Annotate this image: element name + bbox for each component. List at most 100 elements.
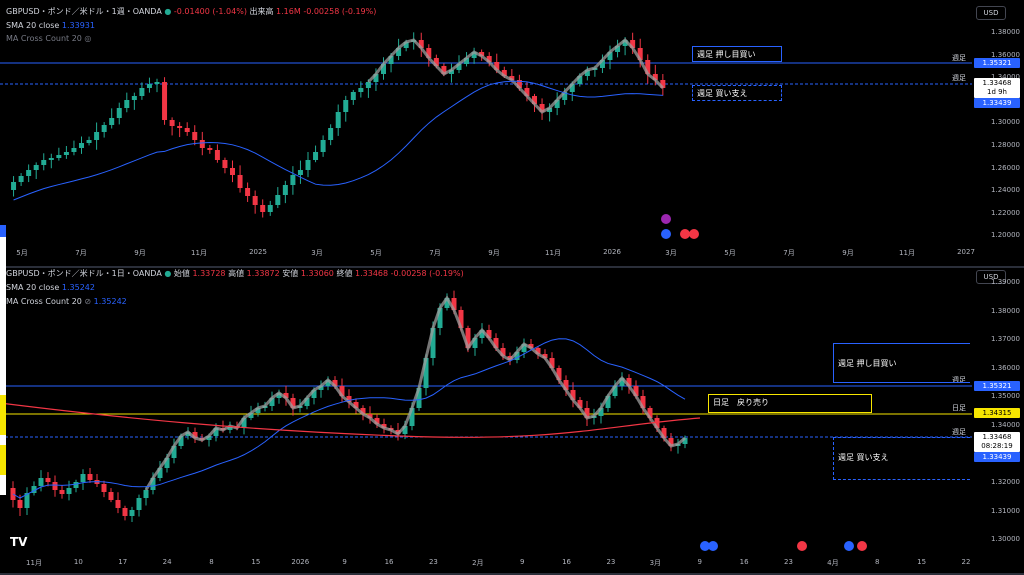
highlight-tool-icon[interactable] [0,395,6,435]
tradingview-logo[interactable]: TV [10,535,28,549]
candle-body [358,88,364,92]
candle-body [94,132,100,140]
candle-body [612,386,618,396]
time-tick-label: 24 [162,558,172,566]
daily-symbol-title[interactable]: GBPUSD・ポンド／米ドル・1日・OANDA [6,269,162,278]
candle-body [146,84,152,88]
time-tick-label: 11月 [899,249,915,257]
lightning-event-icon[interactable] [661,214,671,224]
candle-body [524,88,530,96]
us-flag-icon[interactable] [844,541,854,551]
candle-body [682,438,688,444]
daily-sell-zone[interactable]: 日足 戻り売り [708,394,872,413]
candle-body [374,418,380,424]
daily-sma-legend[interactable]: SMA 20 close 1.35242 [6,282,95,293]
candle-body [79,143,84,148]
candle-body [367,414,373,418]
weekly-ma-cross-legend[interactable]: MA Cross Count 20 ◎ [6,33,91,44]
candle-body [275,195,281,205]
candle-body [313,152,319,160]
candle-body [451,298,457,310]
daily-buy-zone[interactable]: 週足 押し目買い [833,343,970,383]
candle-body [605,396,611,408]
candle-body [652,74,658,80]
daily-chart-canvas[interactable] [0,268,972,558]
candle-body [154,82,160,84]
candle-body [164,458,170,468]
time-tick-label: 3月 [649,559,662,567]
candle-body [381,424,387,428]
candle-body [426,48,432,58]
hidden-icon[interactable]: ⊘ [84,297,92,306]
candle-body [269,398,275,406]
marker-tool-icon[interactable] [0,445,6,475]
price-tick-label: 1.24000 [991,186,1020,195]
candle-body [501,70,507,76]
price-tick-label: 1.20000 [991,231,1020,240]
time-tick-label: 15 [917,558,927,566]
weekly-buy-zone[interactable]: 週足 押し目買い [692,46,782,62]
daily-currency-button[interactable]: USD [976,270,1006,284]
weekly-chart-canvas[interactable] [0,0,972,250]
candle-body [143,490,149,498]
weekly-sma-value: 1.33931 [61,21,95,30]
candle-body [318,386,324,390]
candle-body [38,478,44,486]
weekly-symbol-title[interactable]: GBPUSD・ポンド／米ドル・1週・OANDA [6,7,162,16]
price-tick-label: 1.32000 [991,478,1020,487]
us-flag-icon[interactable] [708,541,718,551]
weekly-sma-legend[interactable]: SMA 20 close 1.33931 [6,20,95,31]
uk-flag-icon[interactable] [689,229,699,239]
candle-body [335,112,341,128]
candle-body [403,42,409,48]
time-tick-label: 7月 [429,249,441,257]
weekly-support-zone[interactable]: 週足 買い支え [692,85,782,101]
candle-body [11,182,17,190]
candle-body [584,408,590,418]
time-tick-label: 23 [784,558,793,566]
daily-high-label: 高値 [228,269,245,278]
candle-body [214,150,220,160]
weekly-upper-tag-label: 週足 [952,54,966,62]
daily-chart-pane[interactable]: GBPUSD・ポンド／米ドル・1日・OANDA ● 始値 1.33728 高値 … [0,268,1024,575]
daily-sma-value: 1.35242 [61,283,95,292]
candle-body [222,160,228,168]
fib-tool-icon[interactable] [0,280,6,292]
us-flag-icon[interactable] [661,229,671,239]
weekly-current-price-tag: 1.33468 1d 9h [974,78,1020,98]
time-tick-label: 9 [342,558,347,566]
uk-flag-icon[interactable] [680,229,690,239]
price-tick-label: 1.34000 [991,73,1020,81]
weekly-time-axis[interactable]: 5月 7月 9月 11月 2025 3月 5月 7月 9月 11月 2026 3月 5月 7月 9月 11月 2… [0,248,975,262]
price-tick-label: 1.36000 [991,50,1020,59]
candle-body [245,188,251,196]
daily-ma-cross-legend[interactable]: MA Cross Count 20 ⊘ 1.35242 [6,296,127,307]
candle-body [402,426,408,434]
candle-body [373,74,379,82]
daily-time-axis[interactable]: 11月 10 17 24 8 15 2026 9 16 23 2月 9 16 23 3月 9 16 23 4月 8 15… [0,558,972,572]
daily-support-zone[interactable]: 週足 買い支え [833,437,970,480]
time-tick-label: 2026 [291,558,310,566]
time-tick-label: 2026 [603,248,621,256]
candle-body [464,58,470,64]
weekly-chart-pane[interactable]: GBPUSD・ポンド／米ドル・1週・OANDA ● -0.01400 (-1.0… [0,0,1024,268]
uk-flag-icon[interactable] [857,541,867,551]
candle-body [63,152,69,155]
candle-body [255,408,261,413]
uk-flag-icon[interactable] [797,541,807,551]
weekly-price-axis[interactable]: 1.380001.360001.340001.320001.300001.280… [972,0,1024,250]
candle-body [654,418,660,428]
us-flag-icon[interactable] [700,541,710,551]
daily-daily-tag-label: 日足 [952,404,966,412]
weekly-currency-button[interactable]: USD [976,6,1006,20]
candle-body [556,368,562,380]
candle-body [248,413,254,418]
candle-body [328,128,334,140]
candle-body [647,408,653,418]
crosshair-tool-icon[interactable] [0,225,6,237]
price-tick-label: 1.31000 [991,506,1020,515]
eye-icon[interactable]: ◎ [84,34,92,43]
weekly-current-price: 1.33468 [982,79,1012,87]
trendline-tool-icon[interactable] [0,251,6,263]
weekly-upper-price-tag: 1.35321 [974,58,1020,68]
